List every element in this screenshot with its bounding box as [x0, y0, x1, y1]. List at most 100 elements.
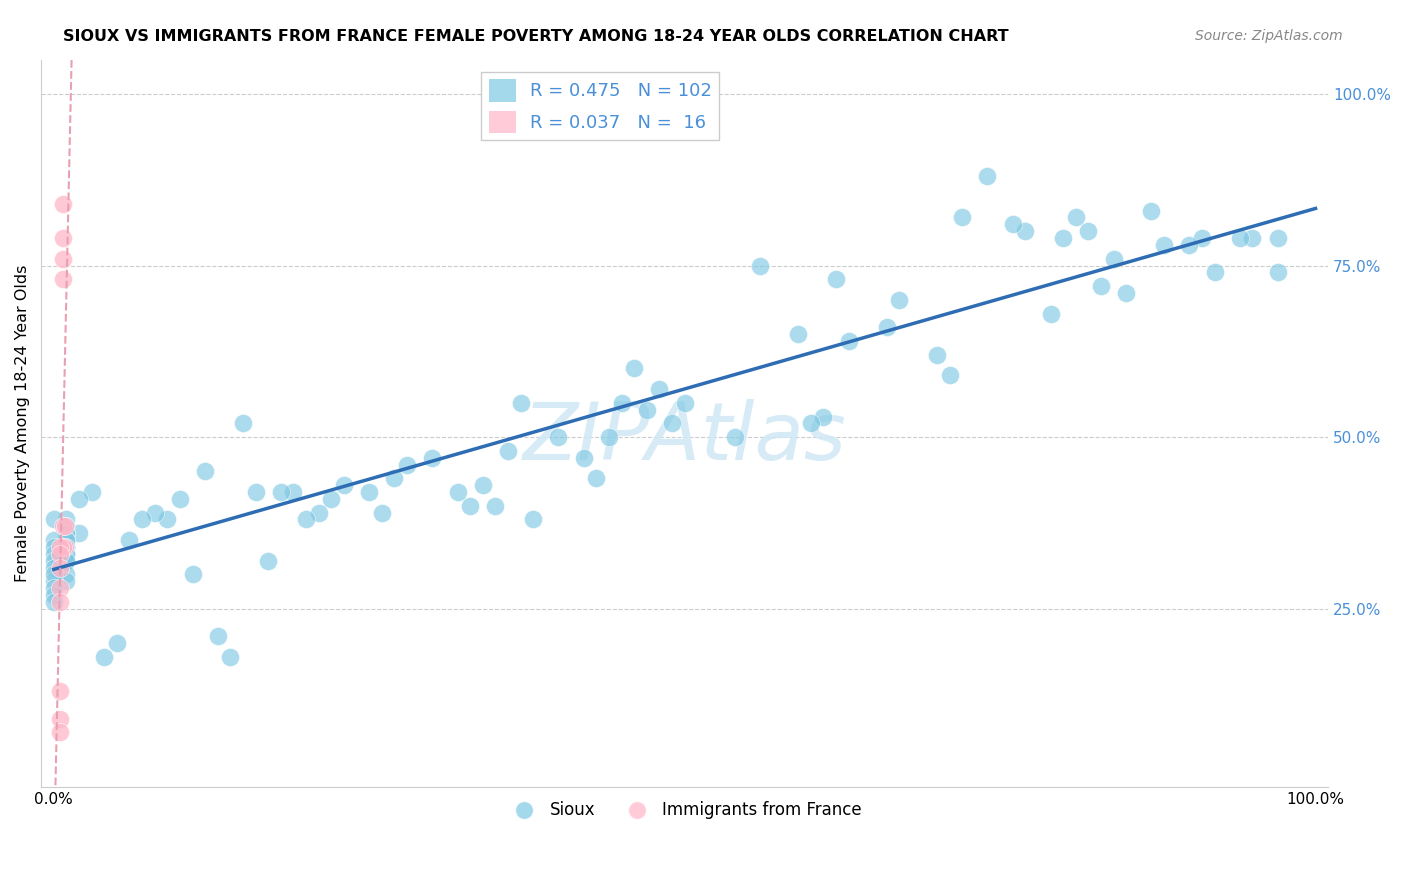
Point [522, 512, 544, 526]
Point [51, 196, 73, 211]
Point [67, 526, 90, 541]
Point [496, 443, 519, 458]
Point [53, 540, 76, 554]
Point [1039, 307, 1062, 321]
Point [1267, 265, 1289, 279]
Point [1267, 231, 1289, 245]
Point [384, 471, 406, 485]
Point [371, 506, 394, 520]
Point [42, 540, 65, 554]
Point [509, 396, 531, 410]
Point [458, 499, 481, 513]
Point [825, 272, 848, 286]
Point [55, 512, 77, 526]
Point [1052, 231, 1074, 245]
Point [359, 485, 381, 500]
Point [51, 252, 73, 266]
Point [156, 512, 179, 526]
Point [749, 259, 772, 273]
Point [471, 478, 494, 492]
Point [724, 430, 747, 444]
Point [49, 684, 72, 698]
Point [673, 396, 696, 410]
Point [42, 588, 65, 602]
Point [42, 512, 65, 526]
Point [42, 567, 65, 582]
Point [1140, 203, 1163, 218]
Point [598, 430, 620, 444]
Point [55, 547, 77, 561]
Point [42, 533, 65, 547]
Point [283, 485, 305, 500]
Legend: Sioux, Immigrants from France: Sioux, Immigrants from France [501, 795, 868, 826]
Point [51, 272, 73, 286]
Point [42, 581, 65, 595]
Point [51, 231, 73, 245]
Point [219, 649, 242, 664]
Point [976, 169, 998, 184]
Point [270, 485, 292, 500]
Text: SIOUX VS IMMIGRANTS FROM FRANCE FEMALE POVERTY AMONG 18-24 YEAR OLDS CORRELATION: SIOUX VS IMMIGRANTS FROM FRANCE FEMALE P… [63, 29, 1010, 44]
Point [49, 547, 72, 561]
Point [105, 636, 128, 650]
Point [1102, 252, 1125, 266]
Point [648, 382, 671, 396]
Point [42, 574, 65, 589]
Point [55, 547, 77, 561]
Point [55, 574, 77, 589]
Point [55, 540, 77, 554]
Point [55, 533, 77, 547]
Point [321, 491, 343, 506]
Point [42, 547, 65, 561]
Point [938, 368, 960, 383]
Point [55, 554, 77, 568]
Point [49, 595, 72, 609]
Point [1153, 238, 1175, 252]
Point [547, 430, 569, 444]
Point [1204, 265, 1226, 279]
Point [55, 554, 77, 568]
Point [420, 450, 443, 465]
Point [585, 471, 607, 485]
Point [876, 320, 898, 334]
Point [925, 348, 948, 362]
Point [49, 540, 72, 554]
Point [42, 554, 65, 568]
Point [55, 526, 77, 541]
Point [245, 485, 267, 500]
Point [181, 567, 204, 582]
Point [484, 499, 506, 513]
Point [610, 396, 633, 410]
Point [257, 554, 280, 568]
Point [395, 458, 418, 472]
Point [42, 560, 65, 574]
Point [1178, 238, 1201, 252]
Point [49, 725, 72, 739]
Point [49, 712, 72, 726]
Point [950, 211, 973, 225]
Point [55, 519, 77, 533]
Point [55, 526, 77, 541]
Text: Source: ZipAtlas.com: Source: ZipAtlas.com [1195, 29, 1343, 43]
Point [1229, 231, 1251, 245]
Point [1090, 279, 1112, 293]
Point [800, 417, 823, 431]
Point [623, 361, 645, 376]
Point [55, 526, 77, 541]
Point [131, 512, 153, 526]
Point [67, 491, 90, 506]
Point [661, 417, 683, 431]
Text: ZIPAtlas: ZIPAtlas [523, 399, 846, 477]
Point [1064, 211, 1087, 225]
Point [118, 533, 141, 547]
Point [55, 533, 77, 547]
Point [333, 478, 356, 492]
Point [636, 402, 658, 417]
Point [143, 506, 166, 520]
Point [55, 540, 77, 554]
Point [80, 485, 103, 500]
Point [572, 450, 595, 465]
Y-axis label: Female Poverty Among 18-24 Year Olds: Female Poverty Among 18-24 Year Olds [15, 265, 30, 582]
Point [787, 327, 810, 342]
Point [1077, 224, 1099, 238]
